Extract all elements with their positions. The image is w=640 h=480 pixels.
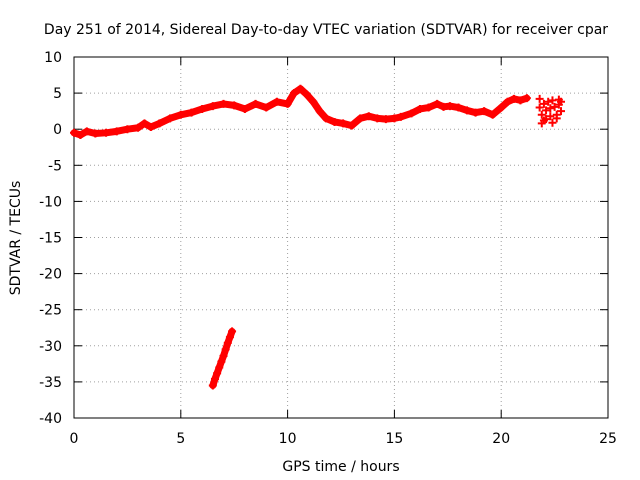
y-tick-label: -30 (39, 339, 62, 355)
data-point (542, 115, 551, 124)
data-point (557, 107, 566, 116)
data-point (535, 103, 544, 112)
data-point (550, 102, 559, 111)
data-point (544, 97, 553, 106)
y-tick-label: -10 (39, 194, 62, 210)
x-tick-label: 20 (492, 431, 510, 447)
data-point (537, 110, 546, 119)
y-tick-label: 10 (44, 50, 62, 66)
y-tick-label: -15 (39, 231, 62, 247)
series-gap-block (535, 94, 566, 128)
chart-title: Day 251 of 2014, Sidereal Day-to-day VTE… (44, 22, 608, 38)
y-axis-label: SDTVAR / TECUs (8, 181, 24, 296)
series-main (70, 84, 531, 139)
y-tick-label: -5 (48, 158, 62, 174)
y-tick-label: 5 (53, 86, 62, 102)
data-point (539, 99, 548, 108)
series-descending-track (208, 327, 237, 390)
data-point (542, 106, 551, 115)
y-tick-label: -40 (39, 411, 62, 427)
x-tick-label: 25 (599, 431, 617, 447)
x-tick-label: 5 (176, 431, 185, 447)
data-point (546, 104, 555, 113)
axis-ticks (73, 56, 609, 419)
data-point (546, 112, 555, 121)
data-point (554, 95, 563, 104)
x-tick-label: 15 (385, 431, 403, 447)
y-tick-labels: 10 5 0 -5 -10 -15 -20 -25 -30 -35 -40 (39, 50, 62, 427)
point-cluster (226, 327, 236, 341)
x-tick-label: 10 (279, 431, 297, 447)
point-cluster (516, 94, 531, 104)
x-tick-labels: 0 5 10 15 20 25 (70, 431, 617, 447)
data-point (537, 119, 546, 128)
data-points (70, 84, 566, 390)
data-point (548, 118, 557, 127)
x-tick-label: 0 (70, 431, 79, 447)
y-tick-label: -20 (39, 267, 62, 283)
y-tick-label: -25 (39, 303, 62, 319)
data-point (552, 110, 561, 119)
x-axis-label: GPS time / hours (282, 459, 399, 475)
y-tick-label: -35 (39, 375, 62, 391)
grid-lines (74, 57, 608, 418)
data-point (535, 94, 544, 103)
y-tick-label: 0 (53, 122, 62, 138)
